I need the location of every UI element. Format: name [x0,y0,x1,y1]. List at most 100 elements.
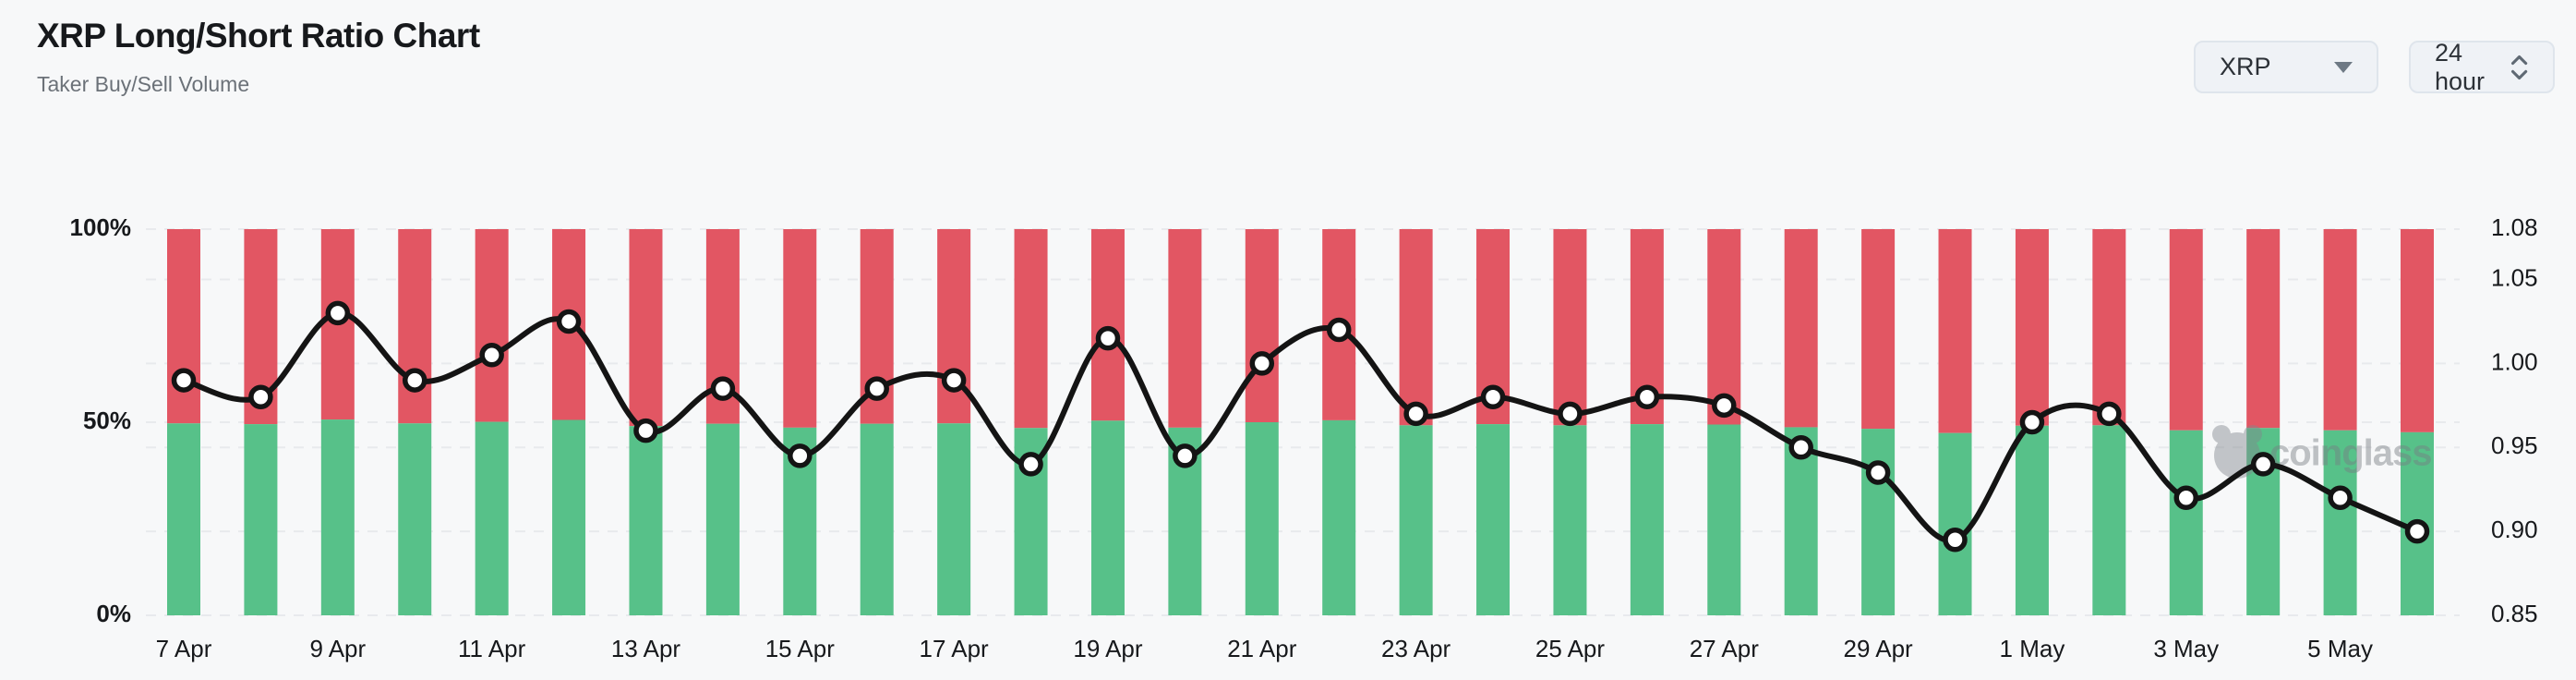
ratio-marker[interactable] [1095,325,1121,351]
bar-sell-segment[interactable] [398,229,432,424]
bar-buy-segment[interactable] [320,419,355,615]
bar-sell-segment[interactable] [1938,229,1972,433]
bar-buy-segment[interactable] [167,423,200,615]
x-axis-label: 13 Apr [611,635,681,662]
ratio-marker[interactable] [1865,460,1891,485]
ratio-marker[interactable] [2097,401,2122,427]
bar-sell-segment[interactable] [1090,229,1125,421]
bar-buy-segment[interactable] [1090,420,1125,615]
bar-sell-segment[interactable] [1399,229,1433,426]
bar-sell-segment[interactable] [1707,229,1741,425]
page-subtitle: Taker Buy/Sell Volume [37,72,250,96]
bar-buy-segment[interactable] [2092,425,2126,615]
bar-sell-segment[interactable] [1014,229,1048,429]
ratio-marker[interactable] [479,343,504,368]
ratio-marker[interactable] [402,368,427,393]
ratio-marker[interactable] [556,309,582,334]
ratio-marker[interactable] [1173,443,1198,468]
bar-buy-segment[interactable] [1707,424,1741,615]
ratio-marker[interactable] [2019,409,2045,435]
bar-buy-segment[interactable] [1938,432,1972,615]
bar-buy-segment[interactable] [1630,424,1664,615]
ratio-marker[interactable] [1943,527,1968,552]
ratio-marker[interactable] [2404,518,2430,544]
bar-sell-segment[interactable] [2169,229,2203,431]
bar-buy-segment[interactable] [1476,424,1511,615]
ratio-marker[interactable] [633,418,658,443]
symbol-select[interactable]: XRP [2194,41,2378,93]
ratio-marker[interactable] [1480,384,1506,409]
bar-buy-segment[interactable] [1553,425,1587,615]
coinglass-watermark-text: coinglass [2269,433,2432,474]
ratio-marker[interactable] [1558,401,1583,427]
bar-sell-segment[interactable] [1245,229,1279,422]
ratio-marker[interactable] [2250,452,2276,477]
bar-sell-segment[interactable] [2323,229,2357,431]
ratio-line [181,310,2421,543]
ratio-marker[interactable] [2173,485,2199,511]
bar-buy-segment[interactable] [398,423,432,615]
bar-sell-segment[interactable] [1168,229,1202,428]
x-axis-label: 19 Apr [1073,635,1143,662]
right-axis-label: 1.05 [2491,263,2538,291]
bar-buy-segment[interactable] [1322,419,1356,615]
chevron-up-down-icon [2510,55,2528,79]
bar-sell-segment[interactable] [629,229,663,427]
bar-buy-segment[interactable] [937,423,971,615]
ratio-marker[interactable] [325,300,351,326]
ratio-marker[interactable] [864,376,889,401]
bar-buy-segment[interactable] [1399,425,1433,615]
bar-buy-segment[interactable] [860,423,894,615]
chart-header: XRP Long/Short Ratio Chart Taker Buy/Sel… [37,17,480,97]
ratio-marker[interactable] [2328,485,2353,511]
bar-sell-segment[interactable] [783,229,817,428]
interval-select-value: 24 hour [2435,38,2486,95]
ratio-marker[interactable] [171,368,197,393]
bar-buy-segment[interactable] [1861,429,1896,615]
x-axis-label: 25 Apr [1535,635,1606,662]
ratio-marker[interactable] [788,443,813,468]
ratio-marker[interactable] [1326,317,1352,343]
bar-buy-segment[interactable] [629,426,663,615]
bar-buy-segment[interactable] [2323,430,2357,615]
bar-buy-segment[interactable] [552,419,586,615]
ratio-marker[interactable] [248,384,273,409]
right-axis-label: 1.08 [2491,213,2538,241]
bar-buy-segment[interactable] [705,423,740,615]
bar-buy-segment[interactable] [244,424,278,615]
ratio-marker[interactable] [710,376,736,401]
bar-buy-segment[interactable] [1245,422,1279,615]
bar-sell-segment[interactable] [1553,229,1587,426]
bar-sell-segment[interactable] [937,229,971,424]
bar-sell-segment[interactable] [167,229,200,424]
bar-sell-segment[interactable] [1861,229,1896,430]
x-axis-label: 21 Apr [1227,635,1297,662]
ratio-marker[interactable] [941,368,967,393]
bar-buy-segment[interactable] [2015,425,2049,615]
bar-sell-segment[interactable] [2015,229,2049,426]
right-axis-label: 1.00 [2491,347,2538,375]
bar-buy-segment[interactable] [2169,430,2203,615]
left-axis-label: 50% [83,407,131,434]
ratio-marker[interactable] [1018,452,1043,477]
bar-sell-segment[interactable] [2092,229,2126,426]
x-axis-label: 9 Apr [309,635,366,662]
bar-sell-segment[interactable] [475,229,509,422]
interval-select[interactable]: 24 hour [2409,38,2555,95]
right-axis-label: 0.90 [2491,516,2538,543]
ratio-marker[interactable] [1788,435,1813,460]
x-axis-label: 17 Apr [920,635,990,662]
bar-sell-segment[interactable] [2401,229,2435,432]
ratio-marker[interactable] [1403,401,1428,427]
bar-sell-segment[interactable] [1784,229,1818,428]
coinglass-watermark: coinglass [2212,425,2433,479]
x-axis-label: 11 Apr [458,635,526,662]
ratio-marker[interactable] [1712,393,1737,419]
bar-sell-segment[interactable] [2246,229,2281,429]
ratio-marker[interactable] [1249,351,1275,376]
ratio-marker[interactable] [1634,384,1660,409]
bar-buy-segment[interactable] [475,421,509,615]
